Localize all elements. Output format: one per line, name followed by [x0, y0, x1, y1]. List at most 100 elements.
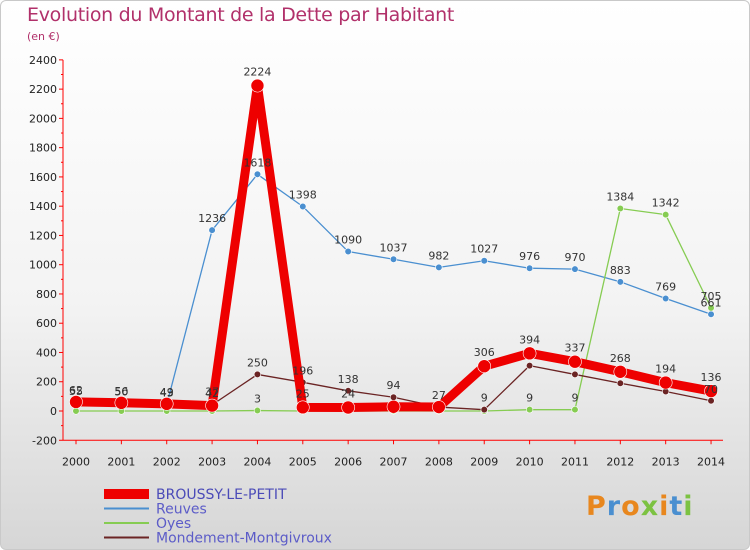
data-point-broussy-le-petit — [658, 375, 673, 390]
logo-letter: o — [621, 491, 641, 522]
data-label-oyes: 1384 — [606, 191, 634, 204]
data-point-oyes — [662, 211, 670, 219]
data-point-mondement-montgivroux — [253, 370, 262, 379]
data-point-broussy-le-petit — [159, 397, 174, 411]
x-tick-label: 2008 — [425, 455, 453, 468]
data-point-reuves — [299, 202, 307, 211]
data-point-broussy-le-petit — [69, 395, 83, 409]
data-point-oyes — [571, 406, 579, 414]
data-label-reuves: 661 — [701, 296, 722, 309]
data-label-mondement-montgivroux: 49 — [160, 386, 174, 399]
data-label-oyes: 1342 — [652, 197, 680, 210]
y-tick-label: 200 — [36, 376, 57, 389]
y-tick-label: -200 — [32, 434, 57, 447]
x-tick-label: 2004 — [243, 455, 271, 468]
data-label-reuves: 1618 — [243, 156, 271, 169]
data-point-mondement-montgivroux — [525, 362, 534, 370]
data-point-broussy-le-petit — [432, 400, 446, 414]
proxiti-logo: Proxiti — [586, 491, 694, 522]
data-point-oyes — [707, 304, 715, 312]
series-layer — [69, 78, 718, 415]
legend: BROUSSY-LE-PETITReuvesOyesMondement-Mont… — [104, 487, 332, 547]
legend-label: Oyes — [156, 516, 191, 532]
x-tick-label: 2011 — [561, 455, 589, 468]
x-tick-label: 2009 — [470, 455, 498, 468]
y-tick-label: 2000 — [29, 112, 57, 125]
data-label-reuves: 976 — [519, 250, 540, 263]
x-tick-label: 2001 — [107, 455, 135, 468]
data-label-broussy-le-petit: 337 — [564, 342, 585, 355]
data-point-oyes — [616, 204, 624, 213]
data-point-mondement-montgivroux — [480, 406, 488, 414]
x-tick-label: 2014 — [697, 455, 725, 468]
data-point-reuves — [253, 170, 262, 178]
data-label-mondement-montgivroux: 62 — [69, 384, 83, 397]
data-label-reuves: 970 — [564, 251, 585, 264]
data-label-reuves: 883 — [610, 264, 631, 277]
data-point-reuves — [435, 263, 443, 271]
data-label-reuves: 43 — [160, 387, 174, 400]
y-tick-label: 1400 — [29, 200, 57, 213]
data-point-reuves — [707, 310, 715, 318]
data-label-reuves: 1027 — [470, 243, 498, 256]
y-tick-label: 1000 — [29, 259, 57, 272]
data-label-oyes: 705 — [701, 290, 722, 303]
data-label-broussy-le-petit: 306 — [474, 346, 495, 359]
data-point-reuves — [389, 255, 398, 263]
y-tick-label: 0 — [50, 405, 57, 418]
data-point-reuves — [480, 257, 488, 265]
data-label-mondement-montgivroux: 56 — [114, 385, 128, 398]
data-label-mondement-montgivroux: 250 — [247, 356, 268, 369]
data-label-broussy-le-petit: 24 — [341, 387, 355, 400]
data-point-broussy-le-petit — [704, 384, 718, 398]
data-label-broussy-le-petit: 268 — [610, 352, 631, 365]
data-label-reuves: 50 — [114, 386, 128, 399]
y-tick-label: 2400 — [29, 54, 57, 67]
data-point-broussy-le-petit — [205, 398, 219, 413]
y-tick-label: 400 — [36, 346, 57, 359]
data-label-mondement-montgivroux: 138 — [338, 373, 359, 386]
x-tick-label: 2012 — [606, 455, 634, 468]
x-tick-label: 2000 — [62, 455, 90, 468]
legend-label: BROUSSY-LE-PETIT — [156, 487, 287, 503]
data-point-broussy-le-petit — [568, 354, 582, 369]
data-label-reuves: 1236 — [198, 212, 226, 225]
y-tick-label: 2200 — [29, 83, 57, 96]
data-point-broussy-le-petit — [250, 78, 265, 93]
chart-title: Evolution du Montant de la Dette par Hab… — [27, 4, 455, 26]
data-label-broussy-le-petit: 37 — [205, 386, 219, 399]
x-tick-label: 2013 — [652, 455, 680, 468]
legend-label: Reuves — [156, 502, 207, 518]
data-point-mondement-montgivroux — [707, 397, 715, 405]
data-label-reuves: 982 — [428, 249, 449, 262]
data-point-oyes — [253, 406, 262, 415]
x-tick-label: 2006 — [334, 455, 362, 468]
data-label-reuves: 1398 — [289, 188, 317, 201]
data-label-oyes: 9 — [526, 392, 533, 405]
data-label-oyes: 3 — [254, 393, 261, 406]
data-point-mondement-montgivroux — [389, 393, 398, 401]
data-label-mondement-montgivroux: 196 — [292, 364, 313, 377]
data-label-broussy-le-petit: 136 — [701, 371, 722, 384]
x-tick-label: 2005 — [289, 455, 317, 468]
data-label-reuves: 769 — [655, 280, 676, 293]
data-point-broussy-le-petit — [613, 364, 628, 379]
x-tick-label: 2003 — [198, 455, 226, 468]
x-tick-label: 2002 — [153, 455, 181, 468]
data-label-mondement-montgivroux: 27 — [432, 389, 446, 402]
data-point-broussy-le-petit — [522, 346, 537, 361]
data-label-mondement-montgivroux: 9 — [481, 392, 488, 405]
logo-letter: i — [659, 491, 670, 522]
data-label-broussy-le-petit: 2224 — [243, 66, 271, 79]
data-label-broussy-le-petit: 194 — [655, 363, 676, 376]
data-point-mondement-montgivroux — [344, 387, 352, 395]
y-tick-label: 600 — [36, 317, 57, 330]
logo-letter: t — [669, 491, 684, 522]
data-point-reuves — [571, 265, 579, 273]
data-point-broussy-le-petit — [341, 400, 355, 415]
data-point-reuves — [208, 226, 216, 234]
legend-label: Mondement-Montgivroux — [156, 531, 332, 547]
